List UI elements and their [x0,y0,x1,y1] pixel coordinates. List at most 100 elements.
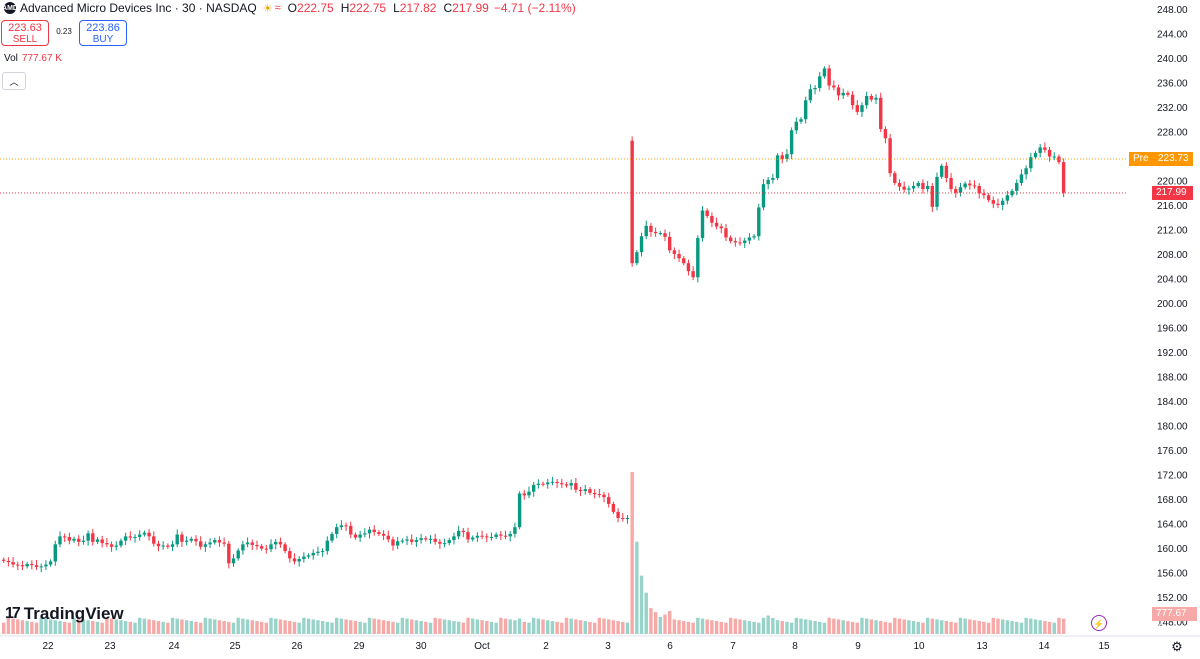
volume-bar [1052,622,1056,634]
candle-body [194,538,198,542]
volume-bar [813,621,817,634]
buy-price: 223.86 [86,22,120,34]
volume-bar [414,620,419,634]
volume-bar [925,617,930,634]
candle-body [935,176,939,207]
candle-body [780,155,784,160]
candle-body [968,183,972,186]
volume-bar [977,621,981,634]
volume-bar [1010,621,1014,634]
price-tick-label: 212.00 [1157,226,1188,237]
volume-bar [16,619,20,634]
time-tick-label: 29 [353,641,365,652]
sell-button[interactable]: 223.63 SELL [1,20,49,46]
time-tick-label: 8 [792,641,798,652]
volume-bar [597,617,602,634]
volume-bar [161,621,165,634]
candle-body [180,534,184,542]
amd-logo: AMD [2,2,18,14]
volume-bar [1005,620,1010,634]
candle-body [991,200,995,204]
volume-bar [832,618,836,634]
candle-body [808,89,813,101]
volume-bar [269,617,273,634]
candle-body [283,544,287,552]
volume-bar [850,621,855,634]
pre-market-price-tag: 223.73 [1154,152,1193,166]
candle-body [986,195,991,201]
volume-bar [442,619,447,634]
tradingview-logo[interactable]: 17 TradingView [5,604,124,624]
candle-body [30,563,34,566]
volume-legend: Vol 777.67 K [4,53,62,64]
volume-bar [320,621,325,634]
candle-body [700,210,705,239]
gear-icon[interactable]: ⚙ [1171,639,1183,654]
volume-bar [944,621,949,634]
volume-bars [2,472,1066,634]
volume-bar [719,621,723,634]
time-tick-label: 22 [42,641,54,652]
candle-body [264,548,269,550]
lightning-icon[interactable]: ⚡ [1091,615,1107,631]
candle-body [714,222,719,227]
tradingview-name: TradingView [23,604,124,623]
open-value: 222.75 [297,1,334,15]
candle-body [850,94,855,106]
candle-body [133,536,137,538]
sell-price: 223.63 [8,22,42,34]
chevron-up-icon[interactable]: ︿ [2,72,26,90]
candle-body [550,481,555,483]
volume-bar [649,608,653,634]
volume-bar [400,617,405,634]
candle-body [1019,174,1024,183]
volume-bar [6,617,11,634]
volume-bar [156,621,161,634]
time-tick-label: 6 [667,641,673,652]
candle-body [428,538,433,540]
candle-body [667,236,672,251]
volume-bar [602,618,606,634]
volume-bar [264,622,269,634]
volume-bar [456,621,461,634]
volume-bar [438,618,442,634]
volume-bar [86,620,90,634]
candle-body [442,543,447,545]
price-tick-label: 232.00 [1157,103,1188,114]
open-label: O [287,1,298,15]
price-tick-label: 184.00 [1157,397,1188,408]
candle-body [227,543,231,564]
volume-bar [991,617,995,634]
candle-body [269,544,273,550]
volume-bar [771,617,775,634]
volume-bar [621,621,625,634]
volume-bar [72,617,76,634]
candle-body [902,186,906,190]
candle-body [888,138,892,174]
candle-body [259,546,264,549]
volume-bar [198,622,203,634]
candle-body [6,560,11,563]
candle-body [16,564,20,566]
volume-bar [705,619,709,634]
candle-body [44,564,48,567]
candle-body [893,173,897,183]
symbol-title[interactable]: Advanced Micro Devices Inc · 30 · NASDAQ [20,1,257,15]
volume-bar [203,617,208,634]
volume-bar [625,622,630,634]
volume-bar [1047,621,1052,634]
price-tick-label: 152.00 [1157,593,1188,604]
price-tick-label: 164.00 [1157,520,1188,531]
candle-body [349,525,353,535]
buy-button[interactable]: 223.86 BUY [79,20,127,46]
volume-bar [541,619,545,634]
candle-body [925,186,930,190]
volume-bar [663,614,667,634]
volume-bar [184,620,189,634]
candle-body [944,165,949,179]
volume-bar [377,619,381,634]
candle-body [822,68,827,77]
candle-body [503,535,508,537]
volume-bar [227,621,231,634]
